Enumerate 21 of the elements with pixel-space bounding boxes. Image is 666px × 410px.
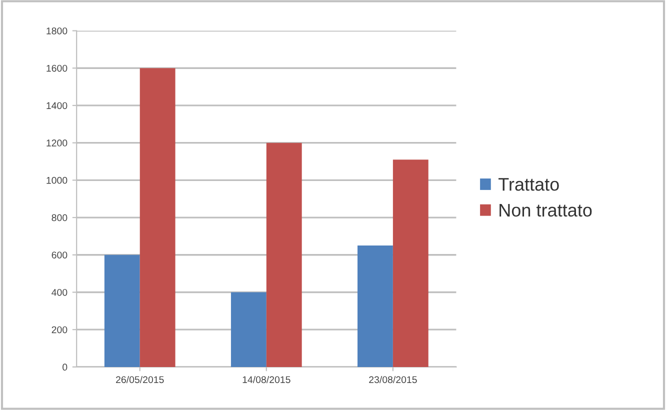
x-tick-label: 26/05/2015	[116, 376, 164, 384]
bar	[104, 254, 140, 367]
y-tick-label: 1800	[46, 27, 68, 34]
y-tick-label: 0	[62, 364, 68, 371]
x-tick-label: 14/08/2015	[242, 376, 290, 384]
y-tick-label: 1200	[46, 140, 68, 146]
bar	[230, 292, 266, 367]
bar	[358, 246, 393, 367]
bar	[392, 160, 428, 367]
y-tick-label: 1600	[46, 64, 68, 72]
y-tick-label: 1400	[46, 102, 68, 110]
legend-label: Trattato	[498, 178, 559, 191]
y-tick-label: 400	[52, 288, 68, 296]
y-tick-label: 200	[52, 326, 68, 334]
bar	[140, 68, 176, 367]
legend-label: Non trattato	[500, 204, 592, 217]
y-tick-label: 800	[52, 214, 68, 222]
y-tick-label: 1000	[46, 176, 68, 184]
bar	[266, 142, 302, 367]
x-tick-label: 23/08/2015	[369, 376, 417, 384]
y-tick-label: 600	[52, 252, 68, 258]
